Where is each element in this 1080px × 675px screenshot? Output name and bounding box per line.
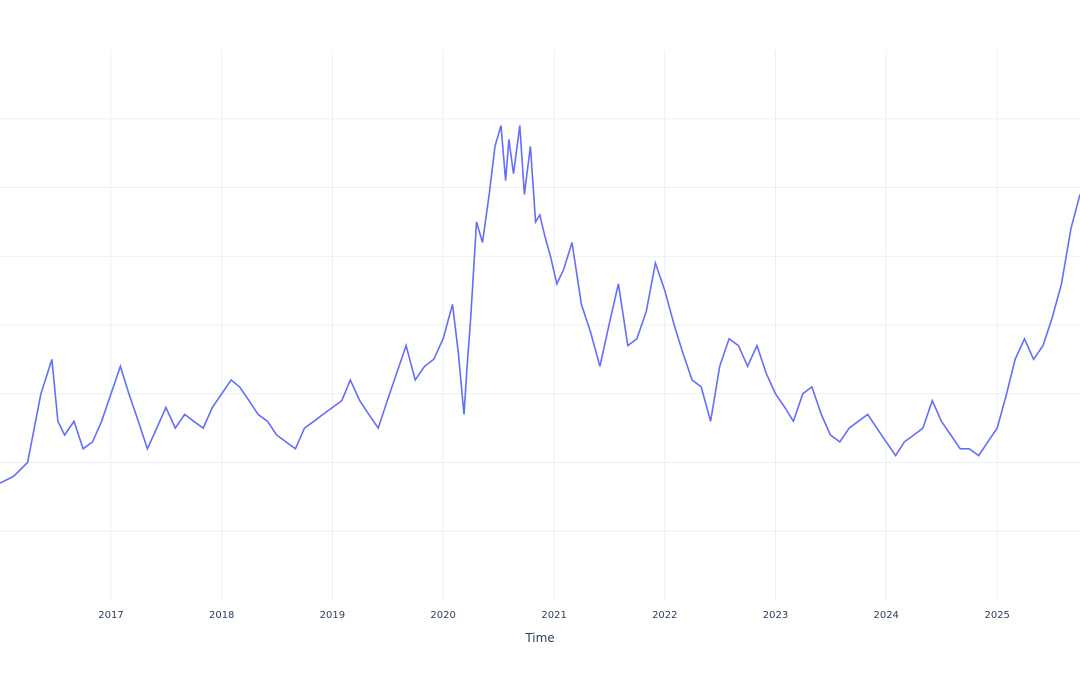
x-axis-title: Time: [524, 631, 554, 645]
x-axis-ticks: 2017 2018 2019 2020 2021 2022 2023 2024 2025: [98, 610, 1010, 621]
series-line: [0, 125, 1080, 484]
x-tick-label: 2019: [320, 610, 345, 621]
x-tick-label: 2025: [984, 610, 1009, 621]
x-tick-label: 2023: [763, 610, 788, 621]
x-tick-label: 2018: [209, 610, 234, 621]
x-tick-label: 2024: [873, 610, 898, 621]
gridlines: [0, 50, 1080, 600]
x-tick-label: 2021: [541, 610, 566, 621]
x-tick-label: 2017: [98, 610, 123, 621]
x-tick-label: 2022: [652, 610, 677, 621]
x-tick-label: 2020: [430, 610, 455, 621]
